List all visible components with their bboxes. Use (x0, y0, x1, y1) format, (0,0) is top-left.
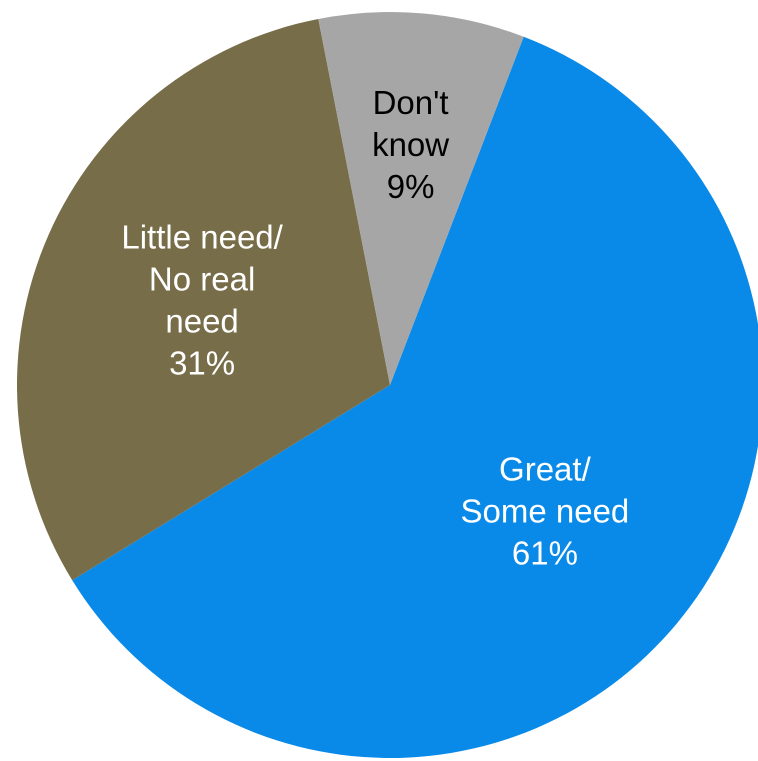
slice-name-line: No real (149, 260, 255, 297)
slice-name-line: Little need/ (121, 218, 283, 255)
slice-label-1: Little need/No real need 31% (121, 218, 283, 381)
slice-label-2: Don't know 9% (372, 84, 449, 205)
slice-name-line: know (372, 126, 449, 163)
pie-slice-2 (318, 11, 524, 386)
slice-name-line: Don't (373, 84, 449, 121)
slice-name-line: Some need (461, 492, 630, 529)
slice-value-label: 61% (512, 534, 578, 571)
pie-slices (17, 11, 758, 758)
slice-value-label: 31% (169, 344, 235, 381)
slice-name-line: need (165, 302, 238, 339)
slice-labels: Great/Some need 61% Little need/No real nee… (121, 84, 629, 572)
slice-label-0: Great/Some need 61% (461, 450, 630, 571)
pie-slice-0 (72, 36, 758, 758)
slice-name-line: Great/ (499, 450, 592, 487)
pie-slice-1 (17, 18, 390, 581)
slice-value-label: 9% (387, 168, 435, 205)
